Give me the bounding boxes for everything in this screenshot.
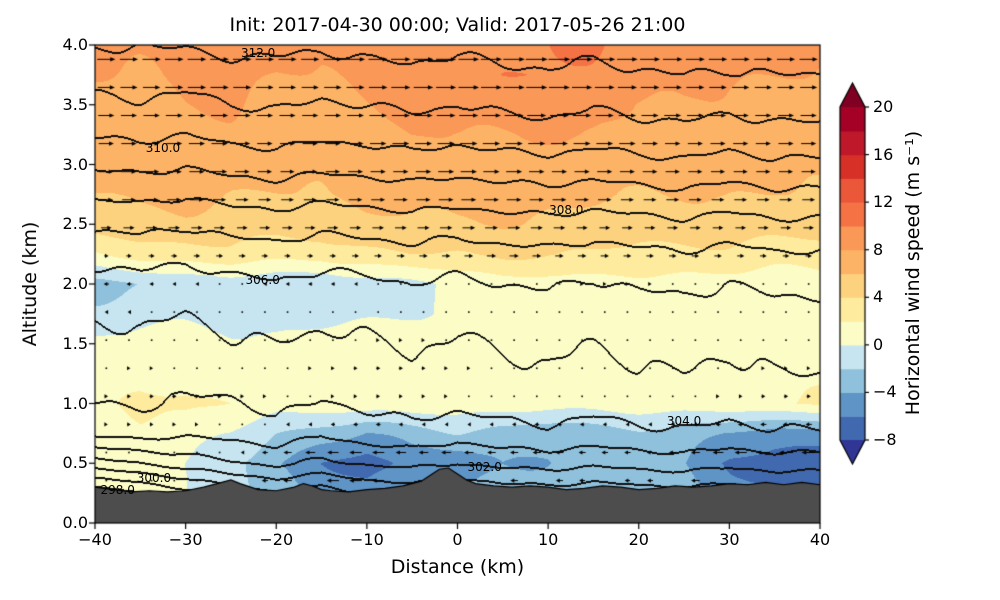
plot-title: Init: 2017-04-30 00:00; Valid: 2017-05-2… — [229, 14, 686, 36]
y-axis-label: Altitude (km) — [19, 221, 41, 347]
colorbar-label: Horizontal wind speed (m s⁻¹) — [902, 130, 924, 416]
x-axis-label: Distance (km) — [390, 556, 525, 578]
